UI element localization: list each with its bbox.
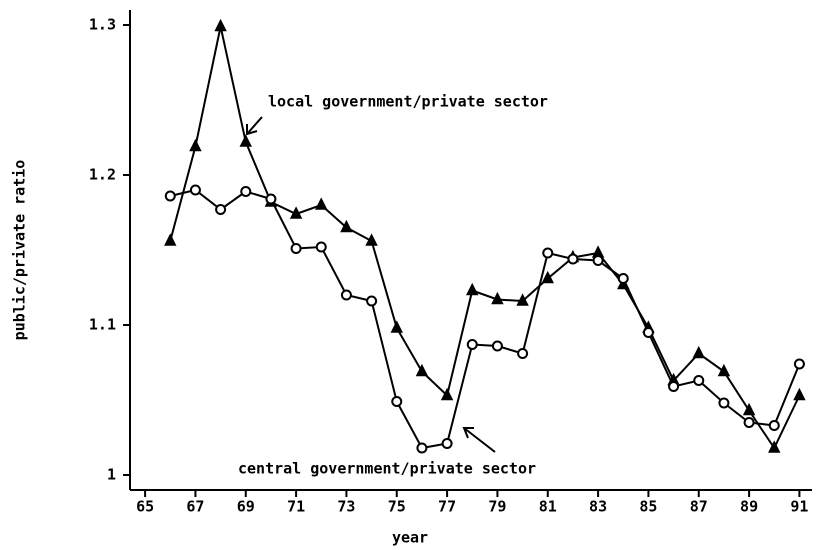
point-marker — [692, 345, 705, 359]
point-marker — [491, 291, 504, 305]
x-tick-label: 79 — [488, 498, 506, 516]
series-annotation: local government/private sector — [268, 93, 548, 111]
x-tick-label: 69 — [237, 498, 255, 516]
point-marker — [315, 241, 327, 253]
x-tick-label: 91 — [790, 498, 808, 516]
point-marker — [315, 197, 328, 210]
point-marker — [718, 397, 730, 409]
point-marker — [642, 327, 654, 338]
point-marker — [240, 186, 252, 197]
point-marker — [541, 270, 554, 284]
point-marker — [366, 295, 378, 307]
series-line — [169, 26, 801, 451]
point-marker — [290, 243, 302, 254]
y-tick-label: 1 — [107, 466, 116, 484]
point-marker — [340, 219, 353, 233]
point-marker — [265, 193, 277, 205]
point-marker — [717, 363, 731, 377]
x-tick-label: 83 — [589, 498, 607, 516]
point-marker — [289, 206, 303, 219]
x-axis-label: year — [392, 529, 428, 547]
x-tick-label: 81 — [539, 498, 557, 516]
point-marker — [239, 134, 252, 147]
point-marker — [164, 190, 176, 202]
point-marker — [189, 184, 201, 196]
point-marker — [668, 381, 680, 392]
point-marker — [215, 204, 227, 215]
x-tick-label: 87 — [690, 498, 708, 516]
point-marker — [542, 247, 554, 259]
point-marker — [768, 420, 780, 431]
y-axis-label: public/private ratio — [11, 160, 29, 341]
point-marker — [567, 253, 579, 265]
point-marker — [340, 289, 352, 301]
point-marker — [768, 440, 781, 453]
point-marker — [793, 358, 805, 370]
point-marker — [164, 233, 177, 246]
point-marker — [491, 340, 503, 352]
point-marker — [416, 442, 428, 454]
series-annotation: central government/private sector — [238, 460, 536, 478]
y-tick-label: 1.1 — [89, 316, 116, 334]
point-marker — [390, 320, 403, 333]
x-tick-label: 65 — [136, 498, 154, 516]
x-tick-label: 67 — [186, 498, 204, 516]
point-marker — [516, 293, 529, 306]
series-line — [170, 188, 801, 450]
x-tick-label: 73 — [337, 498, 355, 516]
point-marker — [440, 387, 454, 401]
point-marker — [441, 438, 453, 449]
x-tick-label: 89 — [740, 498, 758, 516]
point-marker — [592, 255, 604, 266]
point-marker — [189, 138, 202, 152]
point-marker — [617, 273, 629, 284]
x-tick-label: 75 — [388, 498, 406, 516]
point-marker — [214, 18, 227, 32]
annotation-arrow — [462, 427, 496, 453]
point-marker — [517, 348, 529, 359]
x-tick-label: 85 — [639, 498, 657, 516]
point-marker — [391, 396, 403, 407]
y-tick-label: 1.3 — [89, 16, 116, 34]
x-tick-label: 71 — [287, 498, 305, 516]
point-marker — [742, 402, 756, 416]
point-marker — [693, 375, 705, 386]
point-marker — [743, 417, 755, 428]
point-marker — [466, 339, 478, 350]
point-marker — [466, 282, 479, 296]
point-marker — [793, 387, 806, 401]
annotation-arrow — [246, 116, 263, 136]
point-marker — [365, 233, 378, 246]
y-tick-label: 1.2 — [89, 166, 116, 184]
point-marker — [415, 363, 429, 377]
x-tick-label: 77 — [438, 498, 456, 516]
